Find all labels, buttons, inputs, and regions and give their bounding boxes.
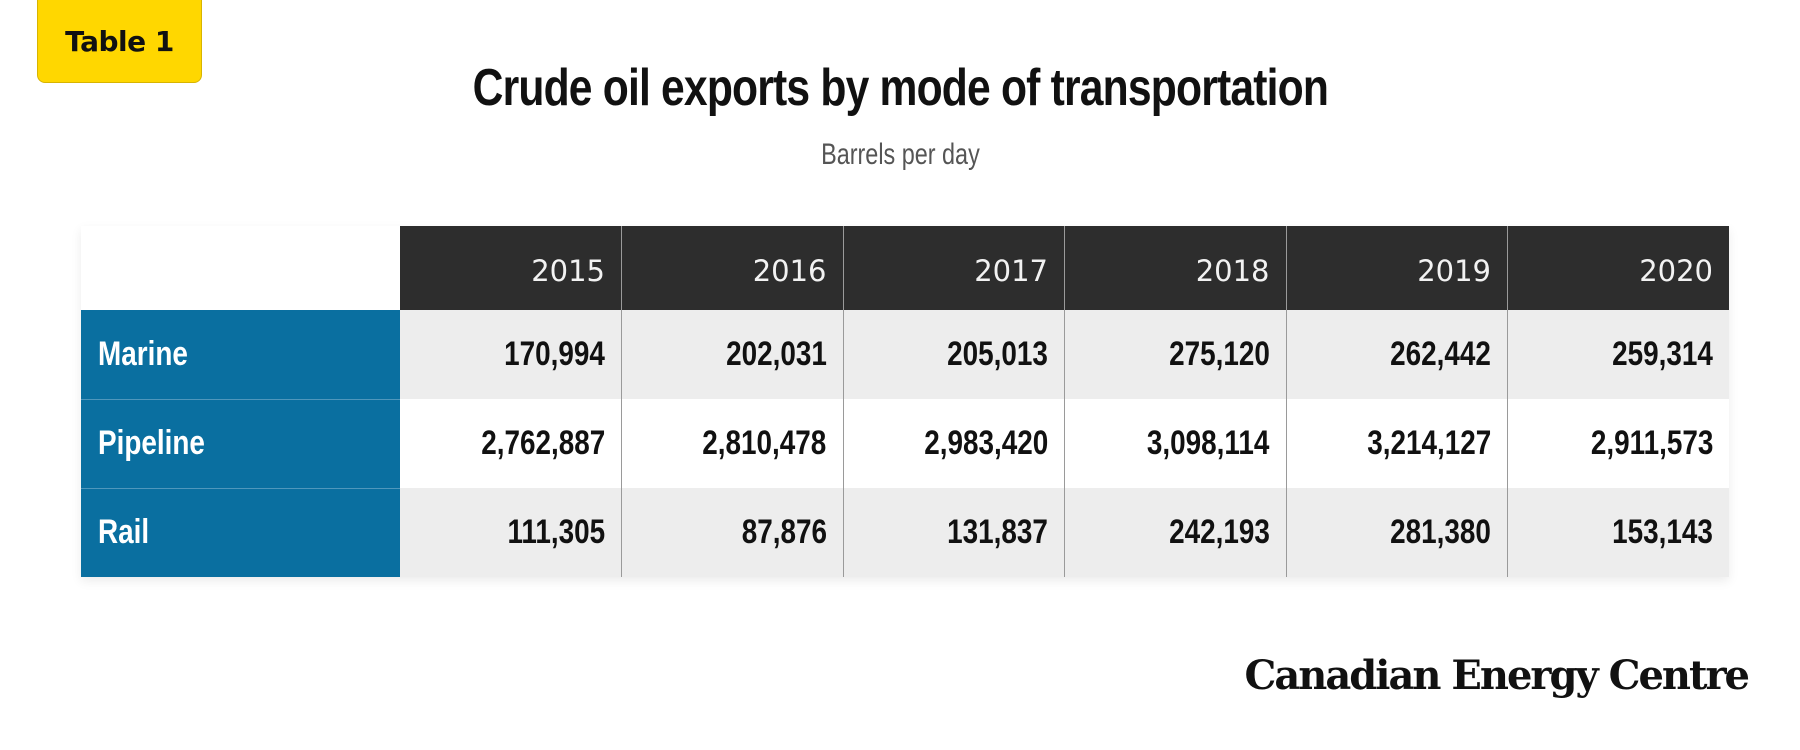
table-cell: 275,120 — [1064, 310, 1287, 399]
row-label-marine: Marine — [81, 310, 400, 400]
cell-value: 262,442 — [1390, 335, 1491, 373]
row-label-rail: Rail — [81, 488, 400, 577]
data-table: 2015 2016 2017 2018 2019 2020 Marine 170… — [81, 226, 1729, 577]
table-row-rail: Rail 111,305 87,876 131,837 242,193 281,… — [81, 488, 1729, 577]
cell-value: 87,876 — [741, 513, 827, 551]
table-cell: 262,442 — [1286, 310, 1508, 399]
chart-title: Crude oil exports by mode of transportat… — [472, 59, 1329, 117]
row-label-text: Marine — [98, 334, 188, 373]
table-cell: 2,810,478 — [621, 399, 844, 488]
cell-value: 2,762,887 — [480, 424, 605, 462]
header-row: 2015 2016 2017 2018 2019 2020 — [81, 226, 1729, 310]
cell-value: 2,911,573 — [1590, 424, 1713, 462]
row-label-pipeline: Pipeline — [81, 399, 400, 489]
table-cell: 281,380 — [1286, 488, 1508, 577]
table-row-marine: Marine 170,994 202,031 205,013 275,120 2… — [81, 310, 1729, 400]
cell-value: 242,193 — [1168, 513, 1270, 551]
row-label-text: Pipeline — [98, 424, 205, 462]
cell-value: 202,031 — [725, 335, 827, 373]
brand-logo-text: Canadian Energy Centre — [1244, 652, 1750, 699]
cell-value: 2,810,478 — [702, 424, 827, 462]
table-row-pipeline: Pipeline 2,762,887 2,810,478 2,983,420 3… — [81, 399, 1729, 489]
cell-value: 2,983,420 — [923, 424, 1048, 462]
column-header-2018: 2018 — [1064, 226, 1287, 310]
table-cell: 242,193 — [1064, 488, 1287, 577]
column-header-2020: 2020 — [1507, 226, 1729, 310]
table-cell: 3,214,127 — [1286, 399, 1508, 488]
table-cell: 87,876 — [621, 488, 844, 577]
column-header-2016: 2016 — [621, 226, 844, 310]
cell-value: 131,837 — [947, 513, 1048, 551]
table-cell: 3,098,114 — [1064, 399, 1287, 488]
table-cell: 202,031 — [621, 310, 844, 399]
cell-value: 281,380 — [1390, 513, 1491, 551]
column-header-2017: 2017 — [843, 226, 1065, 310]
cell-value: 153,143 — [1612, 513, 1713, 551]
header-corner-cell — [81, 226, 400, 310]
cell-value: 170,994 — [504, 335, 605, 373]
cell-value: 259,314 — [1612, 335, 1713, 373]
table-cell: 2,762,887 — [400, 399, 622, 488]
table-cell: 2,983,420 — [843, 399, 1065, 488]
cell-value: 111,305 — [507, 513, 605, 551]
cell-value: 275,120 — [1168, 335, 1270, 373]
column-header-2015: 2015 — [400, 226, 622, 310]
table-cell: 170,994 — [400, 310, 622, 399]
table-cell: 111,305 — [400, 488, 622, 577]
table-cell: 153,143 — [1507, 488, 1729, 577]
table-cell: 2,911,573 — [1507, 399, 1729, 488]
table-cell: 131,837 — [843, 488, 1065, 577]
column-header-2019: 2019 — [1286, 226, 1508, 310]
table-number-badge: Table 1 — [37, 0, 202, 83]
cell-value: 3,214,127 — [1366, 424, 1491, 462]
chart-subtitle: Barrels per day — [821, 138, 980, 171]
table-cell: 205,013 — [843, 310, 1065, 399]
cell-value: 3,098,114 — [1146, 424, 1270, 462]
data-table-container: 2015 2016 2017 2018 2019 2020 Marine 170… — [81, 226, 1729, 577]
table-cell: 259,314 — [1507, 310, 1729, 399]
cell-value: 205,013 — [947, 335, 1048, 373]
row-label-text: Rail — [98, 513, 150, 552]
